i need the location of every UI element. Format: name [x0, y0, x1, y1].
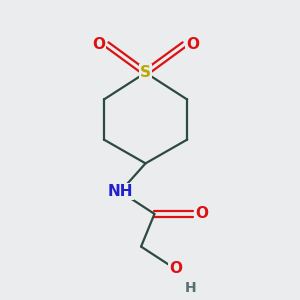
Text: O: O — [196, 206, 208, 221]
Text: NH: NH — [107, 184, 133, 199]
Text: S: S — [140, 65, 151, 80]
Text: O: O — [186, 37, 199, 52]
Text: H: H — [184, 281, 196, 295]
Text: O: O — [169, 261, 182, 276]
Text: O: O — [92, 37, 105, 52]
